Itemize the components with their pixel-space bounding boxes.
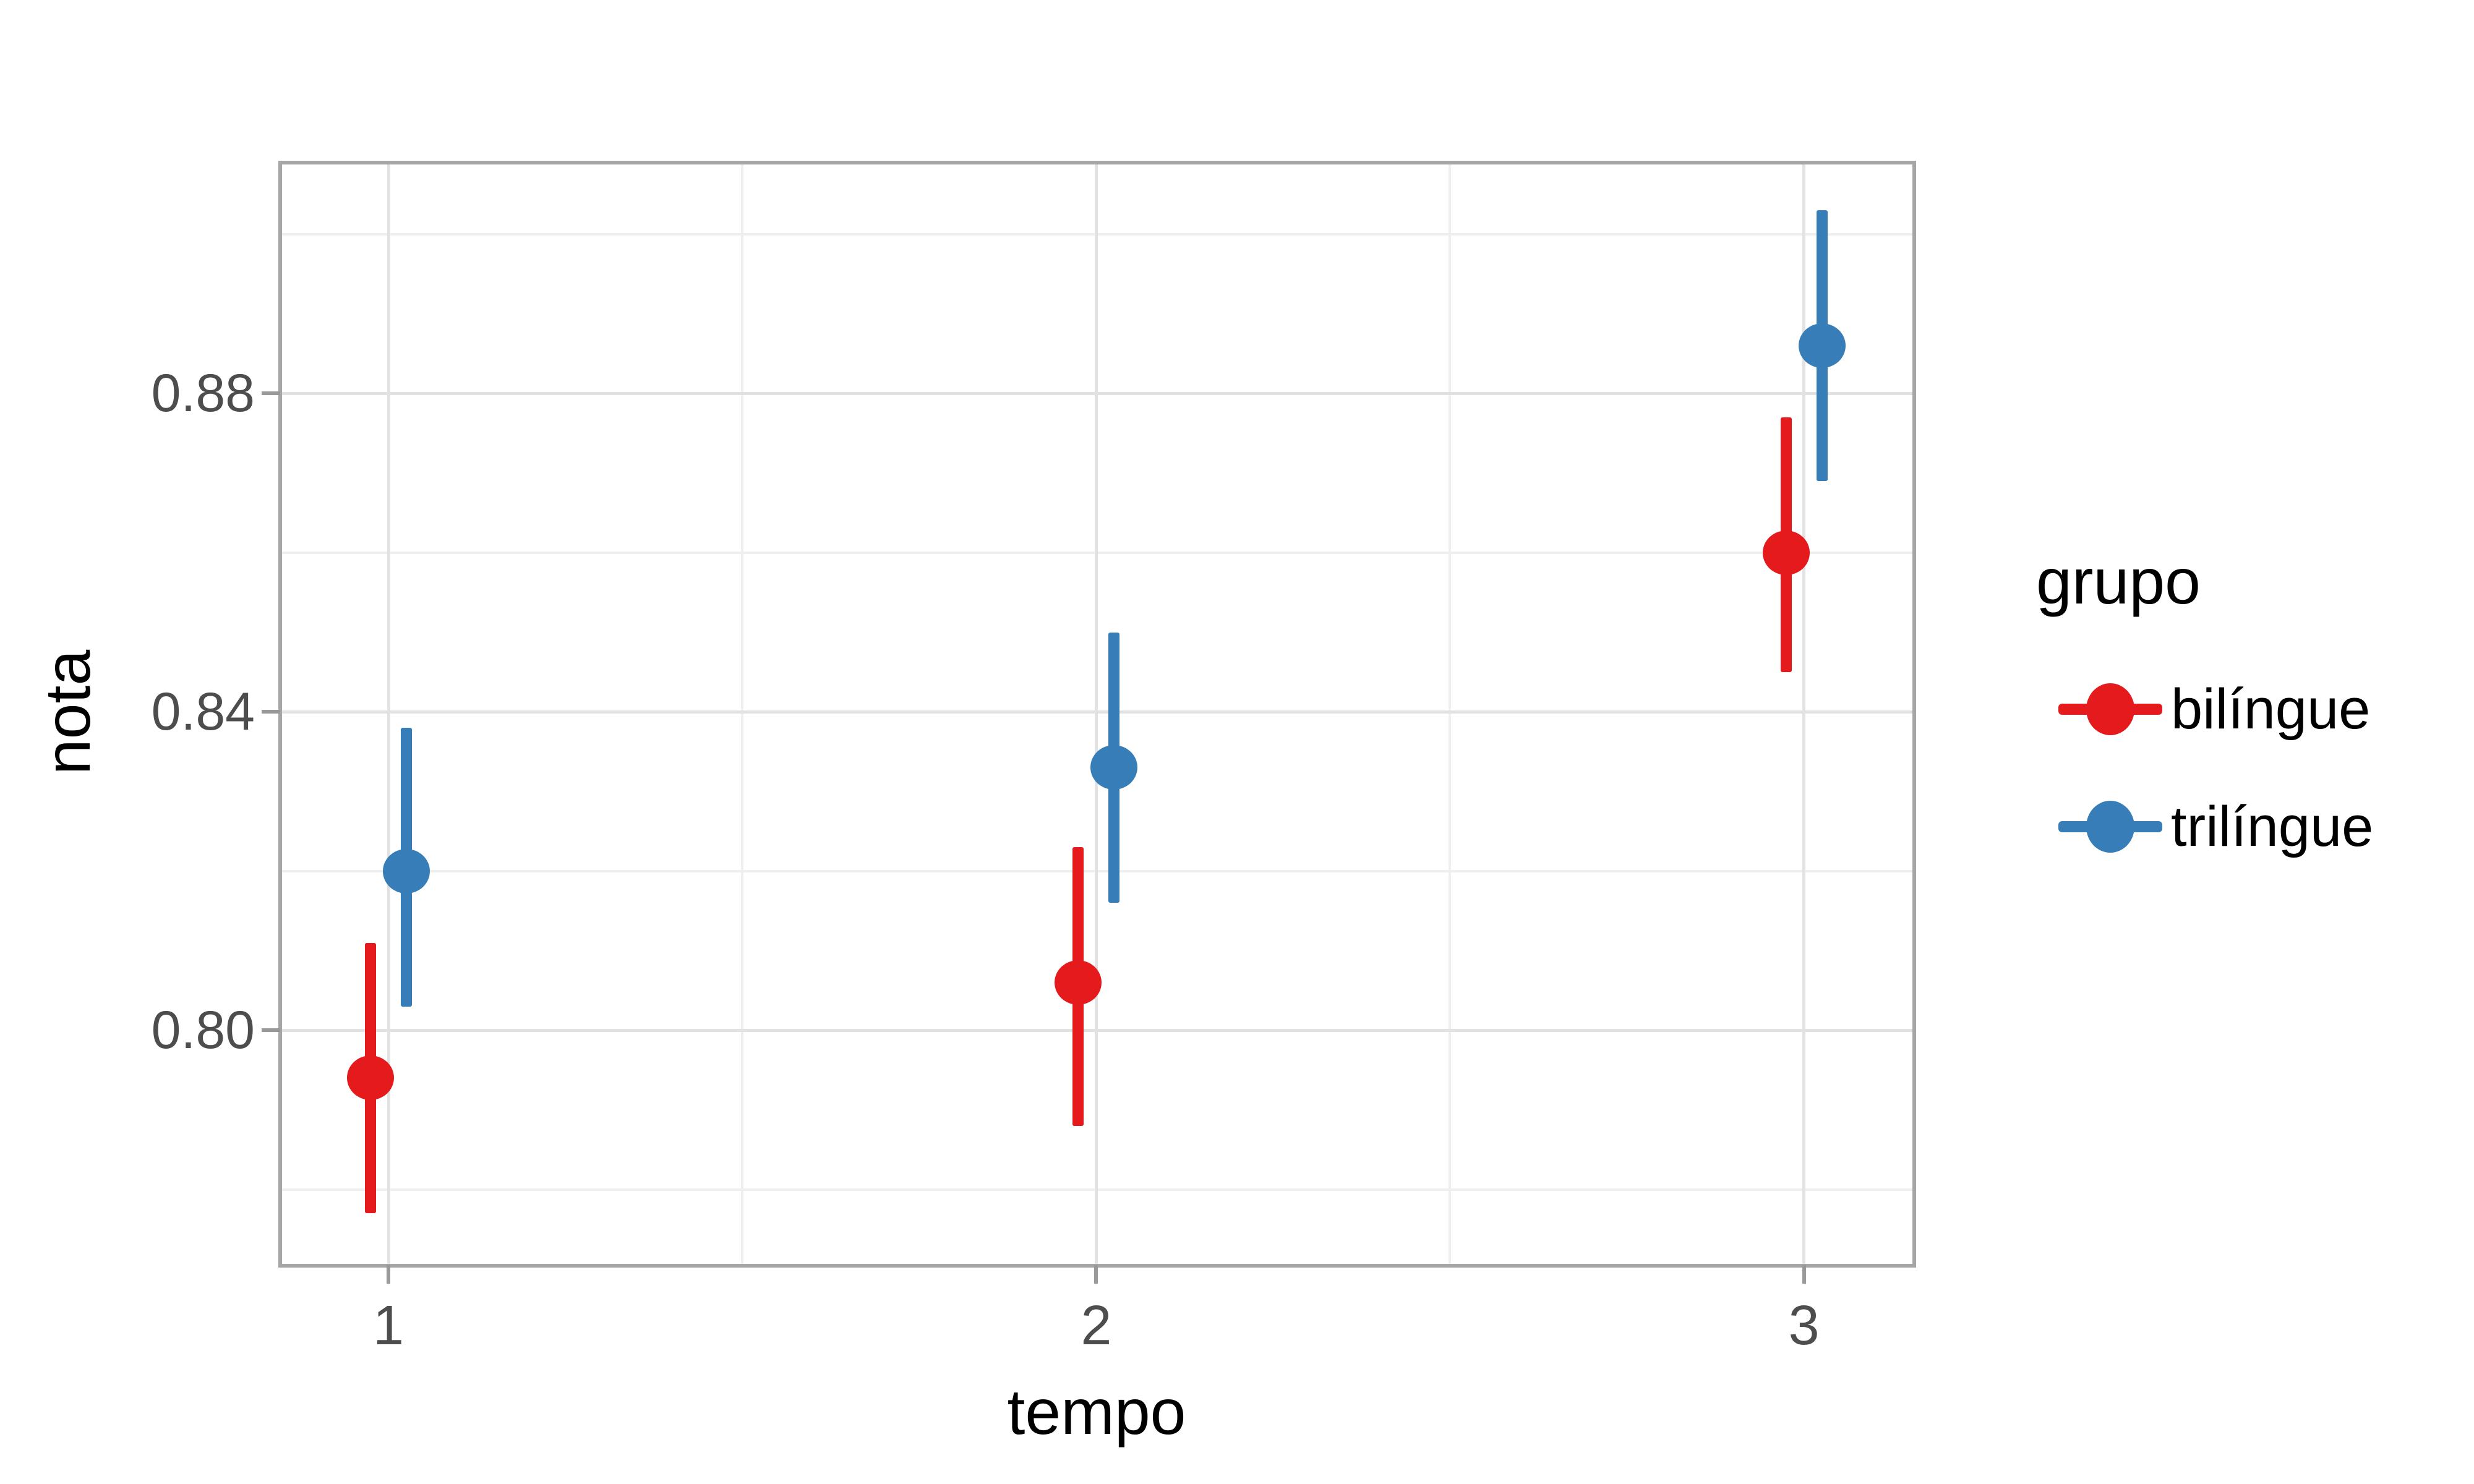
gridline-major-horizontal bbox=[280, 1028, 1914, 1032]
point-trilíngue bbox=[1798, 323, 1846, 369]
y-tick-label: 0.88 bbox=[151, 364, 255, 424]
x-tick-label: 3 bbox=[1788, 1295, 1820, 1357]
gridline-major-vertical bbox=[387, 163, 390, 1265]
legend-label-trilingue: trilíngue bbox=[2171, 795, 2374, 858]
y-tick-label: 0.80 bbox=[151, 1000, 255, 1060]
point-bilíngue bbox=[347, 1055, 395, 1101]
gridline-minor-vertical bbox=[741, 163, 744, 1265]
gridline-minor-vertical bbox=[1449, 163, 1452, 1265]
y-axis-tick bbox=[262, 710, 280, 714]
x-tick-label: 1 bbox=[373, 1295, 404, 1357]
point-trilíngue bbox=[1090, 745, 1138, 790]
y-tick-label: 0.84 bbox=[151, 682, 255, 742]
x-tick-label: 2 bbox=[1081, 1295, 1112, 1357]
point-trilíngue bbox=[383, 848, 430, 893]
plot-panel bbox=[278, 161, 1916, 1268]
legend-key-dot-bilingue bbox=[2086, 683, 2134, 735]
point-bilíngue bbox=[1055, 960, 1102, 1005]
gridline-major-horizontal bbox=[280, 710, 1914, 714]
legend-key-dot-trilingue bbox=[2086, 801, 2134, 853]
x-axis-tick bbox=[1094, 1265, 1098, 1284]
gridline-major-vertical bbox=[1802, 163, 1806, 1265]
gridline-major-vertical bbox=[1094, 163, 1098, 1265]
x-axis-title: tempo bbox=[1007, 1376, 1186, 1448]
legend-title: grupo bbox=[2036, 546, 2201, 618]
x-axis-tick bbox=[387, 1265, 391, 1284]
gridline-major-horizontal bbox=[280, 391, 1914, 395]
legend-label-bilingue: bilíngue bbox=[2171, 678, 2371, 741]
y-axis-tick bbox=[262, 1028, 280, 1033]
y-axis-tick bbox=[262, 391, 280, 396]
point-bilíngue bbox=[1762, 530, 1810, 575]
x-axis-tick bbox=[1802, 1265, 1806, 1284]
